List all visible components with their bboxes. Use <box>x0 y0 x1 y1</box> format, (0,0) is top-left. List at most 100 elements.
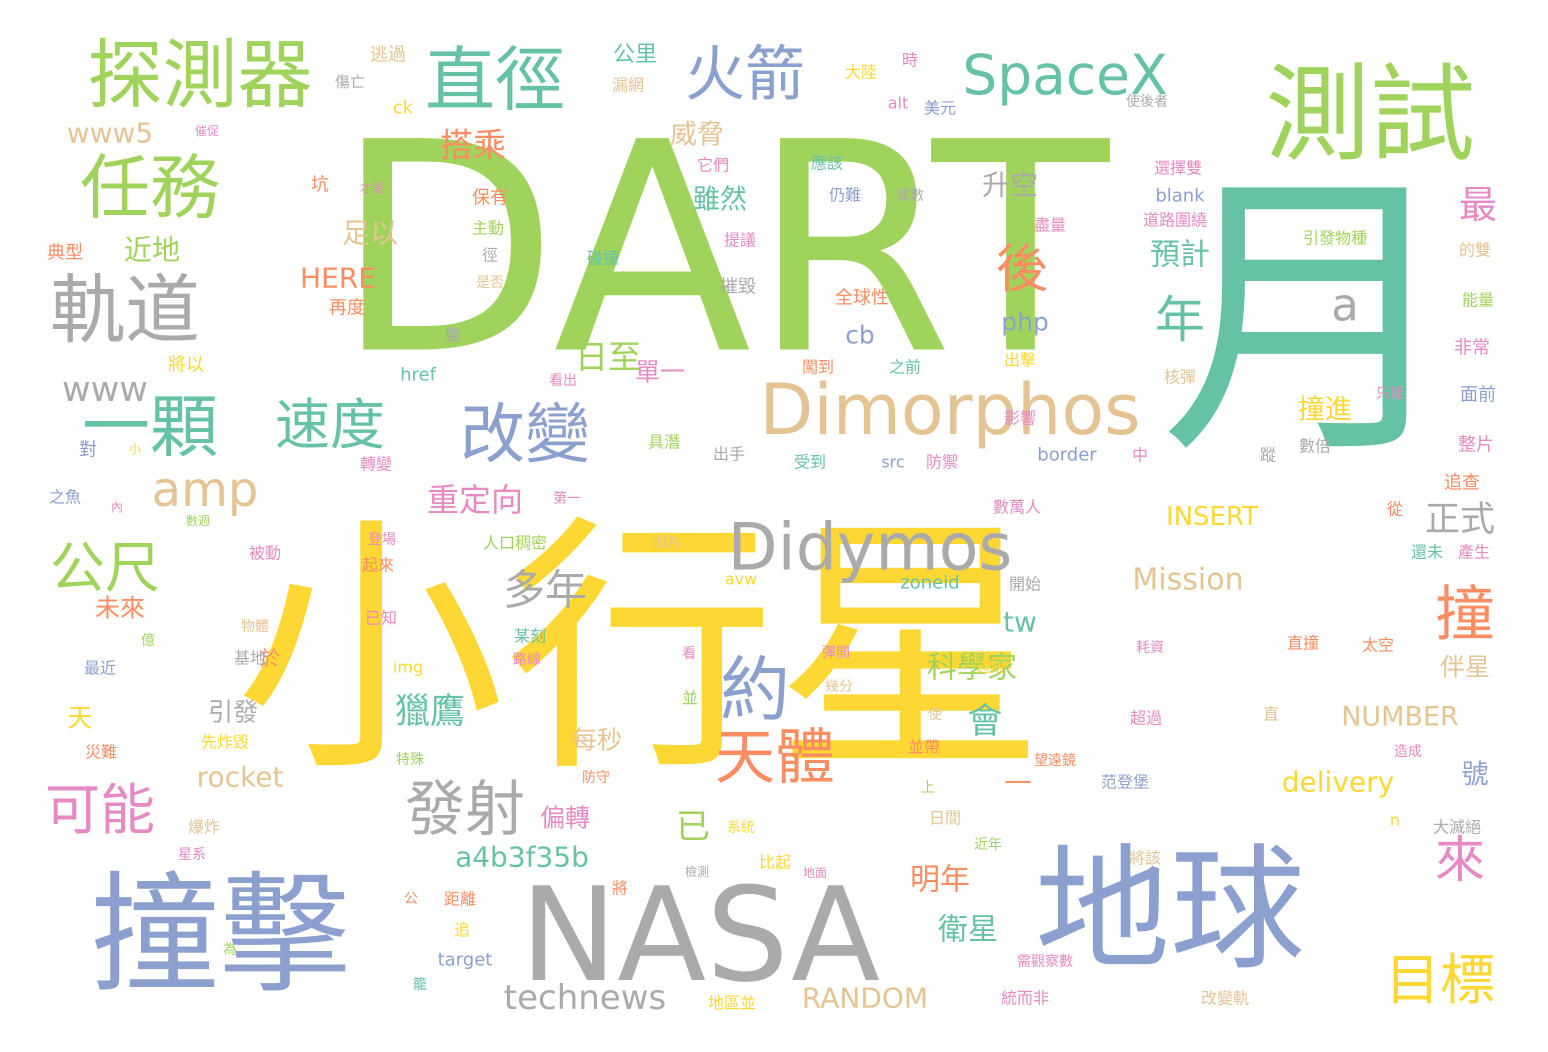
word-174: 上 <box>921 780 935 796</box>
word-161: 直撞 <box>1287 634 1319 653</box>
word-158: 幾分 <box>825 679 853 695</box>
word-124: 受到 <box>794 453 826 472</box>
word-155: 看 <box>682 646 696 662</box>
word-176: 系統 <box>727 820 755 836</box>
word-74: 逃過 <box>370 45 406 66</box>
word-23: 可能 <box>45 778 155 842</box>
word-14: 速度 <box>275 393 385 457</box>
word-149: 億 <box>141 633 155 649</box>
word-183: 將 <box>612 879 628 898</box>
word-7: 探測器 <box>87 31 312 119</box>
word-173: 范登堡 <box>1101 773 1149 792</box>
word-170: 防守 <box>582 770 610 786</box>
word-143: 因為 <box>652 535 680 551</box>
word-84: 應該 <box>811 154 843 173</box>
word-104: 將以 <box>168 355 204 376</box>
word-197: — <box>1004 764 1032 797</box>
word-71: 於 <box>260 646 280 670</box>
word-22: 發射 <box>405 775 525 845</box>
word-175: 爆炸 <box>188 818 220 837</box>
word-193: 統而非 <box>1001 989 1049 1008</box>
word-122: 具潛 <box>648 433 680 452</box>
word-146: avw <box>725 570 757 589</box>
word-102: 全球性 <box>835 288 889 309</box>
word-89: 道路圍繞 <box>1143 211 1207 230</box>
word-52: HERE <box>300 262 376 295</box>
word-186: 公 <box>404 891 418 907</box>
word-148: 物體 <box>241 619 269 635</box>
word-73: 公里 <box>613 43 657 68</box>
word-59: 號 <box>1462 760 1489 791</box>
word-151: 最近 <box>84 659 116 678</box>
word-97: 主動 <box>472 219 504 238</box>
word-64: 會 <box>967 702 1002 742</box>
word-123: 出手 <box>713 445 745 464</box>
word-47: 日至 <box>575 338 641 377</box>
word-103: 再度 <box>329 298 365 319</box>
word-57: rocket <box>197 761 284 794</box>
word-28: 年 <box>1155 291 1205 349</box>
word-0: DART <box>335 82 1113 419</box>
word-135: 數週 <box>186 514 210 528</box>
word-87: 選擇雙 <box>1154 159 1202 178</box>
word-91: 引發物種 <box>1303 229 1367 248</box>
word-8: 直徑 <box>425 39 565 121</box>
word-38: a4b3f35b <box>455 841 589 874</box>
word-54: INSERT <box>1166 502 1258 532</box>
word-17: Didymos <box>728 511 1013 586</box>
word-130: 數倍 <box>1299 437 1331 456</box>
word-53: Mission <box>1132 563 1243 598</box>
word-127: border <box>1037 445 1097 466</box>
word-182: 將該 <box>1129 849 1161 868</box>
word-156: 並 <box>682 689 698 708</box>
word-115: 的雙 <box>1459 241 1491 260</box>
word-92: 碰撞 <box>587 249 619 268</box>
word-50: www <box>62 370 148 410</box>
word-68: 引發 <box>208 698 258 727</box>
word-105: 雙 <box>445 326 461 345</box>
word-142: 人口稠密 <box>483 534 547 553</box>
word-106: href <box>400 365 436 386</box>
word-163: 直 <box>1263 705 1279 724</box>
word-169: 災難 <box>85 743 117 762</box>
word-82: 使後者 <box>1126 93 1168 110</box>
word-195: 地區並 <box>708 994 756 1013</box>
word-189: 為 <box>223 942 237 958</box>
word-121: 產生 <box>1458 543 1490 562</box>
word-194: 改變軌 <box>1201 989 1249 1008</box>
word-125: src <box>881 453 904 472</box>
word-63: 單一 <box>635 358 685 387</box>
word-51: 近地 <box>124 234 180 267</box>
word-41: 科學家 <box>927 651 1017 686</box>
word-108: 闖到 <box>802 358 834 377</box>
word-49: www5 <box>67 117 154 150</box>
word-131: 蹤 <box>1260 446 1276 465</box>
word-66: php <box>1001 308 1049 337</box>
word-35: 已 <box>676 807 710 847</box>
word-119: 從 <box>1387 500 1403 519</box>
word-65: tw <box>1003 606 1037 639</box>
word-118: 追查 <box>1444 473 1480 494</box>
word-2: 月 <box>1160 146 1460 495</box>
word-46: 預計 <box>1150 238 1210 273</box>
word-100: 是否 <box>476 275 504 291</box>
word-184: 檢測 <box>685 864 709 879</box>
word-111: 核彈 <box>1164 368 1196 387</box>
word-137: 第一 <box>553 490 581 507</box>
word-1: 小行星 <box>235 493 1045 808</box>
word-181: 大滅絕 <box>1433 818 1481 837</box>
word-79: 美元 <box>924 99 956 118</box>
word-153: 路線 <box>513 652 541 668</box>
word-198: 催促 <box>195 124 219 138</box>
word-128: 中 <box>1132 446 1148 465</box>
word-32: 多年 <box>503 566 587 615</box>
word-166: 超過 <box>1130 709 1162 728</box>
word-152: 某刻 <box>514 627 546 646</box>
word-99: 徑 <box>482 246 498 265</box>
word-114: 能量 <box>1462 291 1494 310</box>
word-19: 公尺 <box>50 536 160 600</box>
word-93: 提議 <box>724 231 756 250</box>
word-11: 任務 <box>80 147 220 229</box>
word-185: 地面 <box>803 866 827 880</box>
